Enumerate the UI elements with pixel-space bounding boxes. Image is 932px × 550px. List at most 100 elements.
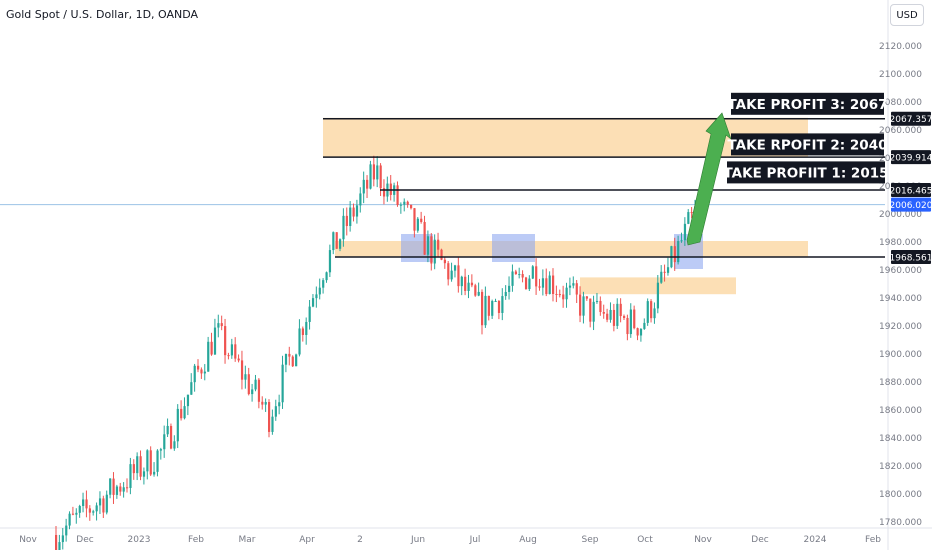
candle-body — [416, 218, 419, 231]
candle-body — [220, 323, 223, 327]
candle-body — [599, 300, 602, 313]
level-price-tag — [891, 111, 931, 126]
candle-body — [399, 204, 403, 206]
price-tag-label: 2067.357 — [890, 115, 932, 125]
candle-body — [159, 449, 163, 451]
candle-body — [443, 259, 447, 264]
candle-body — [180, 408, 183, 419]
candle-body — [308, 306, 311, 322]
candle-body — [690, 212, 693, 214]
candle-body — [677, 241, 680, 263]
candle-body — [210, 341, 213, 355]
candle-body — [382, 188, 386, 197]
price-tag-label: 2006.020 — [890, 201, 932, 211]
candle-body — [528, 278, 531, 290]
candle-body — [673, 246, 676, 263]
candles — [55, 155, 697, 550]
price-tick-label: 1860.000 — [879, 406, 922, 416]
pattern-highlight-box[interactable] — [492, 234, 535, 262]
candle-body — [193, 365, 196, 383]
candle-body — [288, 353, 291, 357]
candle-body — [339, 239, 342, 249]
time-axis-label: Oct — [637, 535, 653, 545]
candle-body — [355, 205, 359, 217]
price-tick-label: 1960.000 — [879, 266, 922, 276]
candle-body — [142, 471, 146, 477]
candle-body — [281, 364, 284, 403]
candle-body — [227, 355, 230, 357]
candle-body — [352, 207, 355, 217]
candle-body — [115, 486, 119, 495]
candle-body — [92, 511, 95, 513]
price-tick-label: 1940.000 — [879, 294, 922, 304]
candle-body — [129, 464, 132, 488]
candle-body — [342, 215, 345, 240]
candle-body — [470, 282, 474, 286]
candle-body — [95, 505, 98, 512]
candle-body — [497, 300, 501, 313]
candle-body — [406, 201, 409, 205]
candle-body — [65, 525, 68, 536]
candle-body — [447, 263, 450, 280]
candle-body — [511, 271, 514, 286]
candle-body — [592, 301, 595, 322]
candle-body — [656, 282, 660, 309]
candle-body — [464, 276, 467, 291]
candle-body — [474, 285, 477, 296]
candle-body — [55, 535, 58, 550]
candle-body — [213, 327, 217, 355]
time-axis-label: Nov — [19, 535, 37, 545]
candle-body — [450, 270, 453, 280]
candle-body — [207, 341, 210, 372]
candle-body — [481, 291, 484, 326]
candle-body — [660, 271, 663, 283]
candle-body — [102, 498, 105, 513]
candle-body — [494, 300, 497, 302]
price-tick-label: 1980.000 — [879, 238, 922, 248]
projection-arrow[interactable] — [686, 112, 732, 246]
price-tick-label: 1900.000 — [879, 350, 922, 360]
candle-body — [602, 312, 605, 314]
candle-body — [98, 498, 102, 506]
candle-body — [197, 365, 200, 370]
candle-body — [78, 506, 81, 513]
candle-body — [122, 487, 125, 492]
time-axis-label: Apr — [299, 535, 315, 545]
price-tick-label: 1820.000 — [879, 462, 922, 472]
price-tick-label: 1880.000 — [879, 378, 922, 388]
currency-button[interactable]: USD — [890, 4, 924, 26]
candle-body — [359, 193, 362, 206]
candle-body — [176, 408, 179, 442]
take-profit-label-tp3: TAKE PROFIT 3: 2067 — [728, 97, 888, 113]
candle-body — [173, 441, 176, 449]
candle-body — [224, 326, 227, 356]
candle-body — [345, 215, 348, 227]
candle-body — [349, 207, 352, 227]
candle-body — [477, 291, 480, 296]
zone-supply[interactable] — [323, 117, 808, 157]
price-tick-label: 2120.000 — [879, 42, 922, 52]
candle-body — [562, 294, 565, 300]
candle-body — [278, 402, 281, 407]
candle-body — [548, 275, 551, 295]
candle-body — [484, 295, 487, 326]
candle-body — [579, 294, 582, 316]
candle-body — [257, 379, 261, 402]
price-tick-label: 2100.000 — [879, 70, 922, 80]
time-axis-label: Sep — [582, 535, 599, 545]
level-price-tag — [891, 182, 931, 197]
candle-body — [423, 221, 426, 255]
candle-body — [541, 278, 545, 288]
candle-body — [433, 239, 436, 264]
candle-body — [153, 471, 156, 475]
candle-body — [149, 450, 152, 475]
price-tag-label: 1968.561 — [890, 254, 932, 264]
candle-body — [186, 394, 190, 407]
price-tag-label: 2039.914 — [890, 154, 932, 164]
candle-body — [295, 354, 298, 367]
candle-body — [139, 456, 142, 477]
candle-body — [643, 322, 646, 329]
candle-body — [132, 464, 135, 474]
candle-body — [136, 456, 139, 474]
